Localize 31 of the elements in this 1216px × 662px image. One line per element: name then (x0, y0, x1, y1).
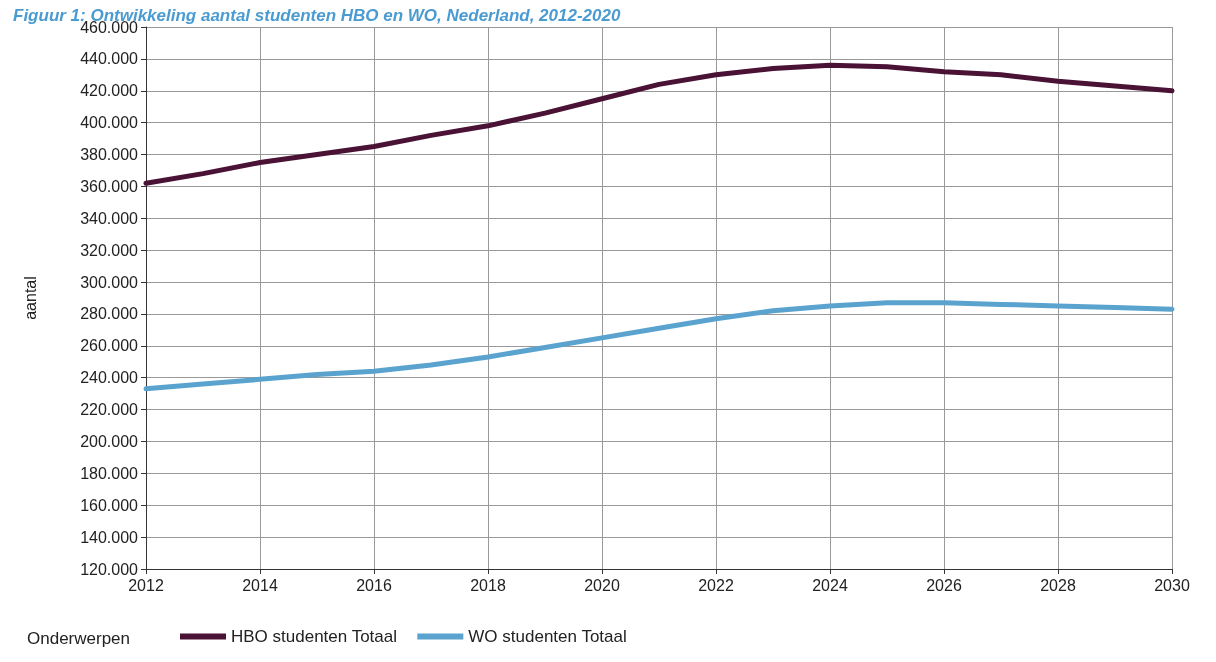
y-tick-label: 120.000 (80, 560, 139, 578)
y-tick-label: 360.000 (80, 177, 139, 195)
x-tick-label: 2028 (1040, 576, 1076, 594)
x-tick-label: 2022 (698, 576, 734, 594)
y-tick-label: 380.000 (80, 146, 139, 164)
y-tick-label: 160.000 (80, 496, 139, 514)
y-tick-label: 220.000 (80, 401, 139, 419)
legend-title: Onderwerpen (27, 629, 131, 648)
x-tick-label: 2012 (128, 576, 164, 594)
x-tick-label: 2018 (470, 576, 506, 594)
y-tick-label: 420.000 (80, 82, 139, 100)
y-axis-title: aantal (21, 276, 39, 320)
x-tick-label: 2024 (812, 576, 848, 594)
y-tick-label: 200.000 (80, 432, 139, 450)
x-tick-label: 2014 (242, 576, 278, 594)
y-tick-label: 140.000 (80, 528, 139, 546)
x-tick-label: 2026 (926, 576, 962, 594)
legend-label: HBO studenten Totaal (231, 627, 398, 646)
legend-label: WO studenten Totaal (468, 627, 627, 646)
y-tick-label: 180.000 (80, 464, 139, 482)
y-tick-label: 320.000 (80, 241, 139, 259)
y-tick-label: 340.000 (80, 209, 139, 227)
y-tick-label: 300.000 (80, 273, 139, 291)
x-tick-label: 2016 (356, 576, 392, 594)
y-tick-label: 280.000 (80, 305, 139, 323)
y-tick-label: 240.000 (80, 369, 139, 387)
y-tick-label: 400.000 (80, 114, 139, 132)
x-tick-label: 2030 (1154, 576, 1190, 594)
y-tick-label: 440.000 (80, 50, 139, 68)
x-tick-label: 2020 (584, 576, 620, 594)
y-tick-label: 260.000 (80, 337, 139, 355)
